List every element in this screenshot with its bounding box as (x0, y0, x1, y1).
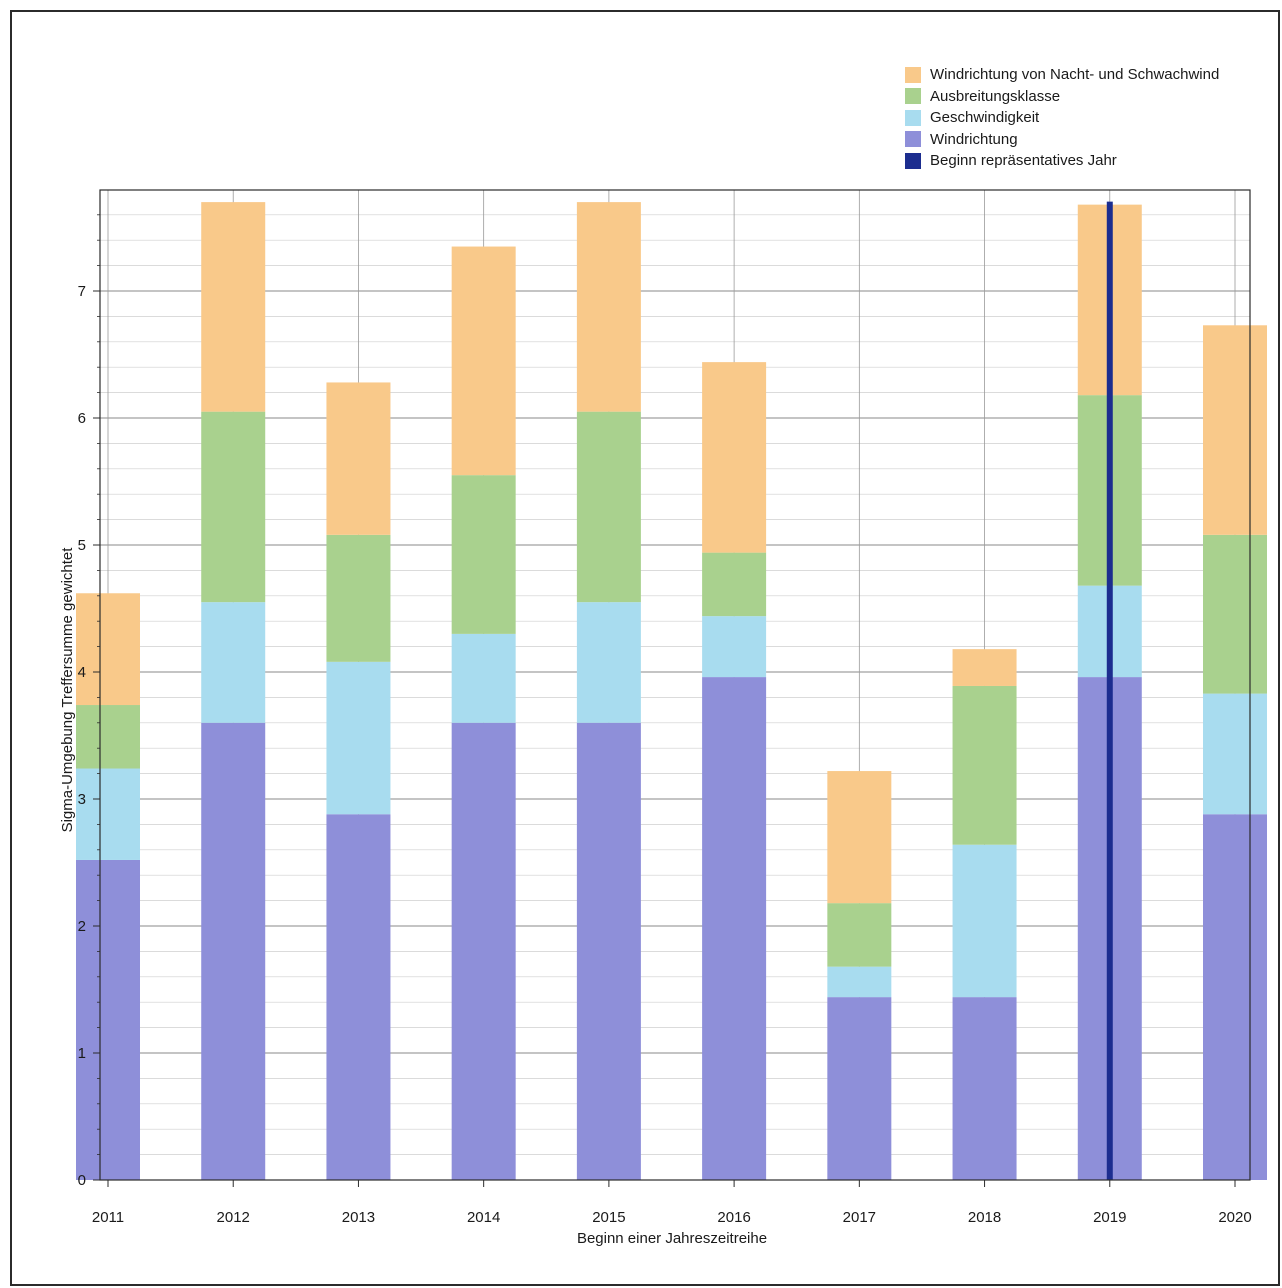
legend-label-ausbreitungsklasse: Ausbreitungsklasse (930, 87, 1061, 105)
bar-segment-2016-0 (702, 677, 767, 1180)
y-tick-label: 5 (78, 537, 86, 554)
bar-segment-2012-0 (201, 722, 266, 1180)
grid-lines (100, 190, 1250, 1180)
x-axis-label: Beginn einer Jahreszeitreihe (577, 1230, 767, 1247)
chart-frame (10, 10, 1280, 1286)
plot-area-border (99, 189, 1251, 1181)
bar-segment-2012-2 (201, 411, 266, 603)
bar-segment-2011-2 (76, 705, 140, 769)
legend-label-windrichtung: Windrichtung (930, 130, 1018, 148)
bar-segment-2014-0 (451, 722, 516, 1180)
bar-segment-2011-1 (76, 768, 140, 860)
bar-segment-2014-3 (451, 246, 516, 476)
y-tick-label: 4 (78, 664, 86, 681)
bar-segment-2013-1 (326, 661, 391, 815)
bar-segment-2020-2 (1203, 534, 1267, 694)
x-tick-label: 2016 (717, 1209, 750, 1226)
bar-segment-2018-0 (952, 997, 1017, 1180)
bar-segment-2015-2 (576, 411, 641, 603)
bar-segment-2020-3 (1203, 325, 1267, 535)
bar-segment-2013-3 (326, 382, 391, 535)
bar-segment-2017-1 (827, 966, 892, 998)
legend-item-nachtwind: Windrichtung von Nacht- und Schwachwind (905, 64, 1219, 86)
y-tick-label: 0 (78, 1172, 86, 1189)
x-tick-label: 2014 (467, 1209, 500, 1226)
bar-segment-2012-1 (201, 602, 266, 723)
legend-label-nachtwind: Windrichtung von Nacht- und Schwachwind (930, 66, 1220, 84)
bar-segment-2016-3 (702, 362, 767, 553)
bar-segment-2020-0 (1203, 814, 1267, 1180)
legend-label-repraesentatives-jahr: Beginn repräsentatives Jahr (930, 152, 1117, 170)
x-tick-label: 2012 (217, 1209, 250, 1226)
legend-item-ausbreitungsklasse: Ausbreitungsklasse (905, 86, 1219, 108)
bar-segment-2015-0 (576, 722, 641, 1180)
y-tick-label: 2 (78, 918, 86, 935)
x-tick-label: 2020 (1218, 1209, 1251, 1226)
legend-swatch-geschwindigkeit (905, 109, 921, 126)
y-tick-label: 7 (78, 283, 86, 300)
bar-segment-2014-1 (451, 633, 516, 723)
legend-item-geschwindigkeit: Geschwindigkeit (905, 107, 1219, 129)
legend-swatch-repraesentatives-jahr (905, 152, 921, 169)
bar-segment-2016-2 (702, 552, 767, 617)
y-tick-label: 6 (78, 410, 86, 427)
bar-segment-2011-3 (76, 593, 140, 706)
bar-segment-2020-1 (1203, 693, 1267, 815)
bar-segment-2013-2 (326, 534, 391, 662)
x-tick-label: 2018 (968, 1209, 1001, 1226)
x-tick-label: 2019 (1093, 1209, 1126, 1226)
bar-segment-2015-3 (576, 202, 641, 412)
y-tick-label: 1 (78, 1045, 86, 1062)
legend-item-repraesentatives-jahr: Beginn repräsentatives Jahr (905, 150, 1219, 172)
x-tick-label: 2011 (92, 1209, 124, 1226)
bar-segment-2016-1 (702, 616, 767, 678)
bar-segment-2018-3 (952, 649, 1017, 686)
axes: 0 1 2 3 4 5 6 7 2011 2012 2013 2014 2015 2016 2017 2018… (78, 214, 1252, 1226)
bar-segment-2018-1 (952, 844, 1017, 998)
bar-segment-2018-2 (952, 685, 1017, 845)
bars (76, 202, 1267, 1180)
y-tick-label: 3 (78, 791, 86, 808)
bar-segment-2011-0 (76, 859, 140, 1180)
legend-item-windrichtung: Windrichtung (905, 129, 1219, 151)
x-tick-label: 2013 (342, 1209, 375, 1226)
legend-swatch-nachtwind (905, 66, 921, 83)
legend-swatch-ausbreitungsklasse (905, 88, 921, 105)
x-tick-label: 2015 (592, 1209, 625, 1226)
legend-swatch-windrichtung (905, 131, 921, 148)
bar-segment-2014-2 (451, 475, 516, 634)
legend-label-geschwindigkeit: Geschwindigkeit (930, 109, 1040, 127)
bar-segment-2013-0 (326, 814, 391, 1180)
bar-segment-2012-3 (201, 202, 266, 412)
bar-segment-2017-0 (827, 997, 892, 1180)
x-tick-label: 2017 (843, 1209, 876, 1226)
bar-segment-2017-3 (827, 771, 892, 904)
bar-segment-2015-1 (576, 602, 641, 723)
bar-segment-2017-2 (827, 903, 892, 967)
y-axis-label: Sigma-Umgebung Treffersumme gewichtet (59, 547, 76, 833)
legend: Windrichtung von Nacht- und Schwachwind … (905, 64, 1219, 172)
